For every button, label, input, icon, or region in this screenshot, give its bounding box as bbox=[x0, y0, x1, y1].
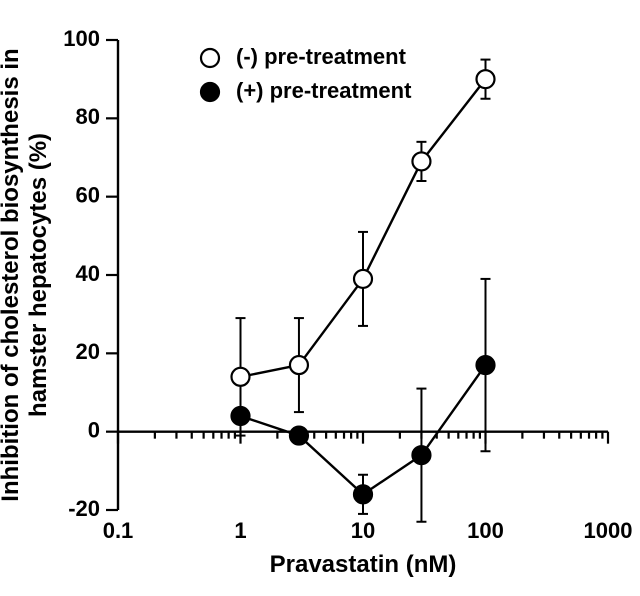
series-marker-1 bbox=[232, 407, 250, 425]
svg-text:hamster hepatocytes (%): hamster hepatocytes (%) bbox=[25, 133, 52, 417]
x-axis-label: Pravastatin (nM) bbox=[270, 551, 457, 578]
series-marker-0 bbox=[354, 270, 372, 288]
y-tick-label: 100 bbox=[63, 26, 100, 51]
inhibition-chart: -20 0 20 40 60 80 100 0.1 1 10 100 1000 (-) pre-trea… bbox=[0, 0, 640, 596]
y-tick-label: 80 bbox=[76, 104, 100, 129]
legend-marker bbox=[201, 49, 219, 67]
series-marker-1 bbox=[290, 427, 308, 445]
y-tick-label: -20 bbox=[68, 496, 100, 521]
x-tick-label: 1000 bbox=[584, 518, 633, 543]
x-tick-label: 0.1 bbox=[103, 518, 134, 543]
svg-text:Inhibition of cholesterol bios: Inhibition of cholesterol biosynthesis i… bbox=[0, 48, 24, 501]
x-tick-label: 10 bbox=[351, 518, 375, 543]
x-tick-label: 100 bbox=[467, 518, 504, 543]
series-marker-0 bbox=[290, 356, 308, 374]
series-marker-0 bbox=[412, 152, 430, 170]
y-tick-label: 40 bbox=[76, 261, 100, 286]
y-tick-label: 0 bbox=[88, 417, 100, 442]
y-tick-label: 60 bbox=[76, 182, 100, 207]
legend-label: (-) pre-treatment bbox=[236, 44, 407, 69]
series-marker-1 bbox=[412, 446, 430, 464]
y-tick-label: 20 bbox=[76, 339, 100, 364]
x-tick-label: 1 bbox=[234, 518, 246, 543]
legend-label: (+) pre-treatment bbox=[236, 78, 412, 103]
series-marker-1 bbox=[477, 356, 495, 374]
legend-marker bbox=[201, 83, 219, 101]
series-marker-0 bbox=[232, 368, 250, 386]
series-marker-0 bbox=[477, 70, 495, 88]
series-marker-1 bbox=[354, 485, 372, 503]
